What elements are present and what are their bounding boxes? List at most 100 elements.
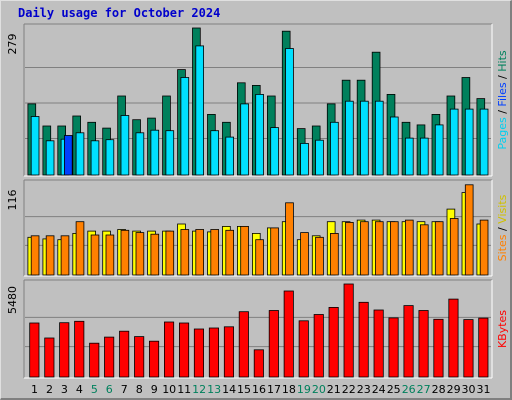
bar-sites-day-undefined (464, 184, 474, 276)
bar-kbytes-day-undefined (238, 311, 249, 378)
bar-files-day-10 (165, 130, 175, 176)
day-label-31: 31 (477, 383, 491, 396)
legend-hits: Hits (496, 50, 509, 72)
bar-sites-day-undefined (120, 229, 130, 276)
bar-files-day-6 (105, 139, 115, 176)
y-max-label: 279 (6, 34, 19, 55)
bar-files-day-11 (180, 77, 190, 176)
bar-files-day-23 (360, 100, 369, 176)
y-max-label: 5480 (6, 286, 19, 314)
bar-kbytes-day-undefined (328, 306, 339, 378)
day-label-1: 1 (31, 383, 38, 396)
legend-label: Pages / Files / Hits (496, 50, 509, 150)
bar-sites-day-undefined (389, 221, 399, 276)
bar-files-day-30 (464, 108, 474, 176)
bar-files-day-20 (315, 139, 324, 176)
bar-files-day-31 (479, 108, 489, 176)
bar-files-day-4 (75, 132, 85, 176)
day-label-7: 7 (121, 383, 128, 396)
legend-separator: / (496, 72, 509, 83)
bar-kbytes-day-undefined (433, 318, 444, 378)
bar-sites-day-undefined (105, 234, 115, 276)
bar-files-day-12 (195, 45, 205, 176)
chart-panel-1: 279 Pages / Files / Hits (6, 23, 509, 177)
day-label-29: 29 (447, 383, 461, 396)
bar-kbytes-day-undefined (478, 317, 489, 378)
bar-files-day-28 (434, 124, 444, 176)
bar-files-day-9 (150, 129, 160, 176)
bar-kbytes-day-undefined (44, 337, 55, 378)
bar-sites-day-undefined (45, 235, 55, 276)
day-label-16: 16 (252, 383, 266, 396)
day-label-5: 5 (91, 383, 98, 396)
bar-sites-day-undefined (434, 221, 444, 276)
bar-files-day-25 (389, 116, 399, 176)
bar-kbytes-day-undefined (223, 326, 235, 378)
day-label-4: 4 (76, 383, 83, 396)
legend-kbytes: KBytes (496, 310, 509, 348)
chart-title: Daily usage for October 2024 (18, 6, 221, 20)
bar-kbytes-day-undefined (208, 327, 220, 378)
bar-sites-day-undefined (315, 236, 324, 276)
chart-panel-2: 116 Sites / Visits (6, 179, 509, 277)
bar-kbytes-day-undefined (89, 342, 100, 378)
day-label-13: 13 (207, 383, 221, 396)
bar-sites-day-undefined (255, 239, 264, 276)
bar-sites-day-undefined (345, 221, 354, 276)
legend-separator: / (496, 224, 509, 235)
bar-sites-day-undefined (30, 235, 40, 276)
day-label-17: 17 (267, 383, 281, 396)
bar-sites-day-undefined (330, 232, 339, 276)
bar-sites-day-undefined (404, 219, 414, 276)
bar-files-day-24 (374, 100, 384, 176)
bar-kbytes-day-undefined (313, 314, 324, 378)
legend-sites: Sites (496, 234, 509, 261)
bar-kbytes-day-undefined (358, 301, 369, 378)
bar-sites-day-undefined (165, 230, 175, 276)
bar-kbytes-day-undefined (59, 322, 70, 378)
bar-files-day-19 (300, 142, 309, 176)
bar-files-day-7 (120, 115, 130, 176)
bar-kbytes-day-undefined (403, 305, 414, 378)
day-label-3: 3 (61, 383, 68, 396)
bar-files-day-17 (270, 127, 279, 176)
day-label-20: 20 (312, 383, 326, 396)
bar-files-day-8 (135, 132, 145, 176)
day-label-19: 19 (297, 383, 311, 396)
day-label-21: 21 (327, 383, 341, 396)
legend-visits: Visits (496, 194, 509, 223)
bar-kbytes-day-undefined (448, 298, 459, 378)
bar-sites-day-undefined (360, 221, 369, 276)
legend-label: KBytes (496, 310, 509, 348)
bar-kbytes-day-undefined (29, 322, 40, 378)
bar-files-day-21 (330, 121, 339, 176)
day-label-10: 10 (162, 383, 176, 396)
day-label-25: 25 (387, 383, 401, 396)
day-label-14: 14 (222, 383, 236, 396)
bar-files-day-1 (30, 116, 40, 176)
bar-sites-day-undefined (60, 235, 70, 276)
bar-sites-day-undefined (285, 202, 294, 276)
legend-pages: Pages (496, 117, 509, 150)
day-label-23: 23 (357, 383, 371, 396)
bar-sites-day-undefined (225, 229, 235, 276)
bar-kbytes-day-undefined (298, 320, 309, 378)
bar-kbytes-day-undefined (388, 317, 399, 378)
bar-sites-day-undefined (300, 232, 309, 276)
legend-label: Sites / Visits (496, 194, 509, 261)
bar-sites-day-undefined (210, 229, 220, 276)
bar-sites-day-undefined (75, 221, 85, 276)
day-label-11: 11 (177, 383, 191, 396)
bar-kbytes-day-undefined (253, 349, 264, 378)
day-label-22: 22 (342, 383, 356, 396)
bar-kbytes-day-undefined (119, 330, 130, 378)
bar-sites-day-undefined (150, 233, 160, 276)
bar-kbytes-day-undefined (418, 310, 429, 378)
day-label-2: 2 (46, 383, 53, 396)
bar-pages-day-3 (64, 135, 73, 176)
bar-kbytes-day-undefined (104, 336, 115, 378)
day-label-18: 18 (282, 383, 296, 396)
bar-files-day-18 (285, 48, 294, 176)
day-label-8: 8 (136, 383, 143, 396)
day-label-26: 26 (402, 383, 416, 396)
